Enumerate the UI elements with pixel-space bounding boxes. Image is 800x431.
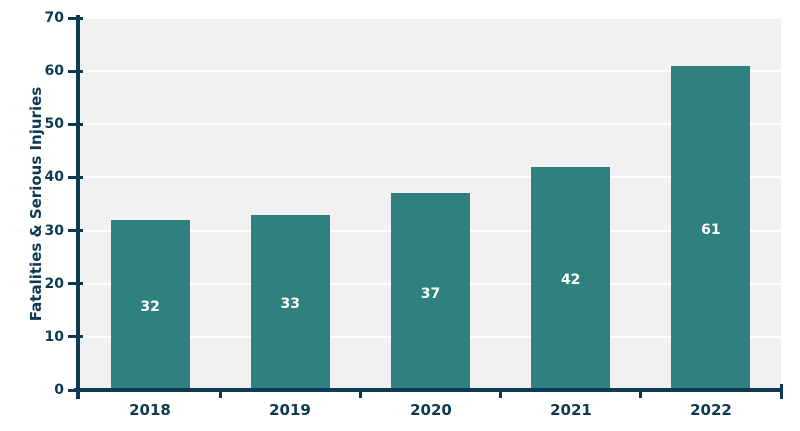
bar-value-label: 61 xyxy=(701,221,721,238)
x-tick-1 xyxy=(219,389,222,398)
y-axis-line xyxy=(76,15,80,399)
bar-2019: 33 xyxy=(250,214,330,390)
y-tick-10 xyxy=(68,335,83,338)
bar-value-label: 37 xyxy=(420,285,441,302)
bar-value-label: 33 xyxy=(280,296,301,313)
y-tick-label-40: 40 xyxy=(44,169,64,185)
y-tick-label-50: 50 xyxy=(44,116,64,132)
y-tick-30 xyxy=(68,229,83,232)
gridline-40 xyxy=(80,176,781,179)
y-tick-label-10: 10 xyxy=(44,329,64,345)
x-tick-2 xyxy=(359,389,362,398)
y-tick-label-70: 70 xyxy=(44,10,64,26)
x-axis-line xyxy=(74,388,783,392)
gridline-50 xyxy=(80,123,781,126)
x-tick-label-2022: 2022 xyxy=(690,401,732,419)
y-tick-label-0: 0 xyxy=(54,382,64,398)
y-tick-60 xyxy=(68,70,83,73)
plot-area: 32 33 37 42 61 xyxy=(80,17,781,390)
bar-2021: 42 xyxy=(531,166,611,390)
y-tick-label-30: 30 xyxy=(44,223,64,239)
y-tick-label-60: 60 xyxy=(44,63,64,79)
bar-value-label: 42 xyxy=(560,272,581,289)
bar-2018: 32 xyxy=(110,219,190,390)
y-tick-label-20: 20 xyxy=(44,276,64,292)
x-tick-label-2019: 2019 xyxy=(269,401,311,419)
bar-value-label: 32 xyxy=(140,298,160,315)
bar-2020: 37 xyxy=(391,193,470,390)
gridline-70 xyxy=(80,17,781,19)
x-tick-4 xyxy=(639,389,642,398)
bar-2022: 61 xyxy=(671,65,751,390)
y-tick-20 xyxy=(68,282,83,285)
y-tick-40 xyxy=(68,176,83,179)
y-tick-70 xyxy=(68,17,83,20)
x-tick-label-2018: 2018 xyxy=(129,401,171,419)
x-tick-label-2021: 2021 xyxy=(550,401,592,419)
y-tick-0 xyxy=(68,389,83,392)
x-tick-3 xyxy=(499,389,502,398)
gridline-60 xyxy=(80,70,781,73)
y-tick-50 xyxy=(68,123,83,126)
x-tick-label-2020: 2020 xyxy=(410,401,452,419)
x-tick-5 xyxy=(780,384,783,399)
